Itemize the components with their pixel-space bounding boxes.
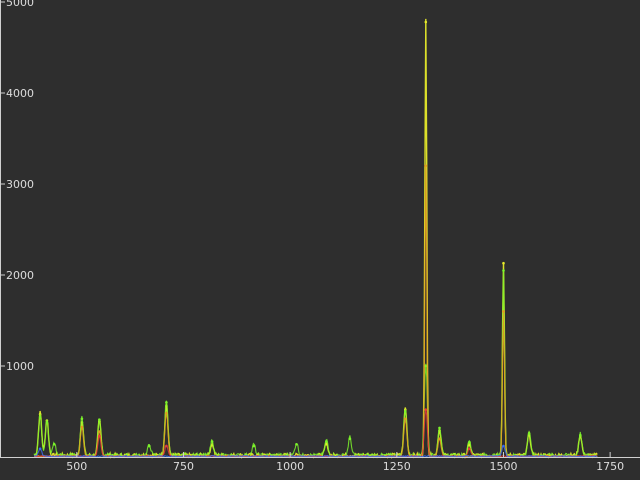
x-tick-label: 1000: [276, 460, 304, 473]
x-tick-label: 1500: [489, 460, 517, 473]
peak-point-orange-6: [502, 310, 505, 313]
peak-point-orange-1: [98, 430, 101, 433]
peak-point-blue-0: [38, 447, 42, 451]
peak-point-green-7: [210, 440, 214, 443]
peak-point-green-10: [325, 440, 328, 443]
peak-point-yellow-6: [325, 443, 328, 446]
peak-point-red-0: [98, 434, 101, 438]
peak-point-green-18: [579, 433, 582, 437]
peak-point-red-2: [424, 408, 428, 412]
peak-point-green-13: [424, 364, 428, 368]
y-tick-label: 4000: [6, 87, 34, 100]
axes-layer: [0, 0, 640, 458]
peak-point-green-4: [98, 418, 101, 422]
peak-point-orange-4: [424, 164, 428, 168]
x-tick-label: 500: [66, 460, 87, 473]
x-tick-label: 750: [173, 460, 194, 473]
peak-point-green-17: [527, 432, 531, 435]
peak-point-orange-3: [404, 417, 407, 421]
peak-point-green-1: [45, 421, 49, 424]
peak-point-orange-2: [165, 412, 168, 415]
y-tick-label: 1000: [6, 360, 34, 373]
y-tick-label: 5000: [6, 0, 34, 9]
peak-point-green-5: [148, 444, 151, 448]
peak-point-green-2: [52, 443, 56, 446]
peak-point-green-14: [438, 426, 441, 430]
peak-point-green-9: [295, 443, 298, 446]
x-tick-label: 1750: [596, 460, 624, 473]
x-tick-label: 1250: [383, 460, 411, 473]
peak-point-green-6: [165, 401, 168, 404]
peak-point-orange-0: [80, 425, 84, 429]
peak-point-green-3: [80, 417, 84, 421]
peak-point-red-1: [165, 444, 168, 448]
peak-point-yellow-11: [502, 261, 505, 265]
peak-point-green-0: [38, 415, 42, 419]
peak-point-yellow-10: [468, 443, 471, 447]
peak-point-orange-5: [438, 437, 441, 441]
peak-point-green-15: [468, 441, 471, 444]
peak-point-green-16: [502, 269, 505, 272]
peak-point-green-8: [252, 444, 256, 448]
peak-point-green-11: [348, 437, 352, 441]
peak-point-blue-1: [502, 444, 505, 448]
peak-point-yellow-8: [424, 20, 428, 24]
y-tick-label: 3000: [6, 178, 34, 191]
ticks-layer: 500 750 1000 1250 1500 1750 1000 2000 3000 4000 50…: [0, 0, 624, 473]
peak-point-green-12: [404, 410, 407, 413]
y-tick-label: 2000: [6, 269, 34, 282]
peak-point-red-3: [468, 447, 471, 451]
